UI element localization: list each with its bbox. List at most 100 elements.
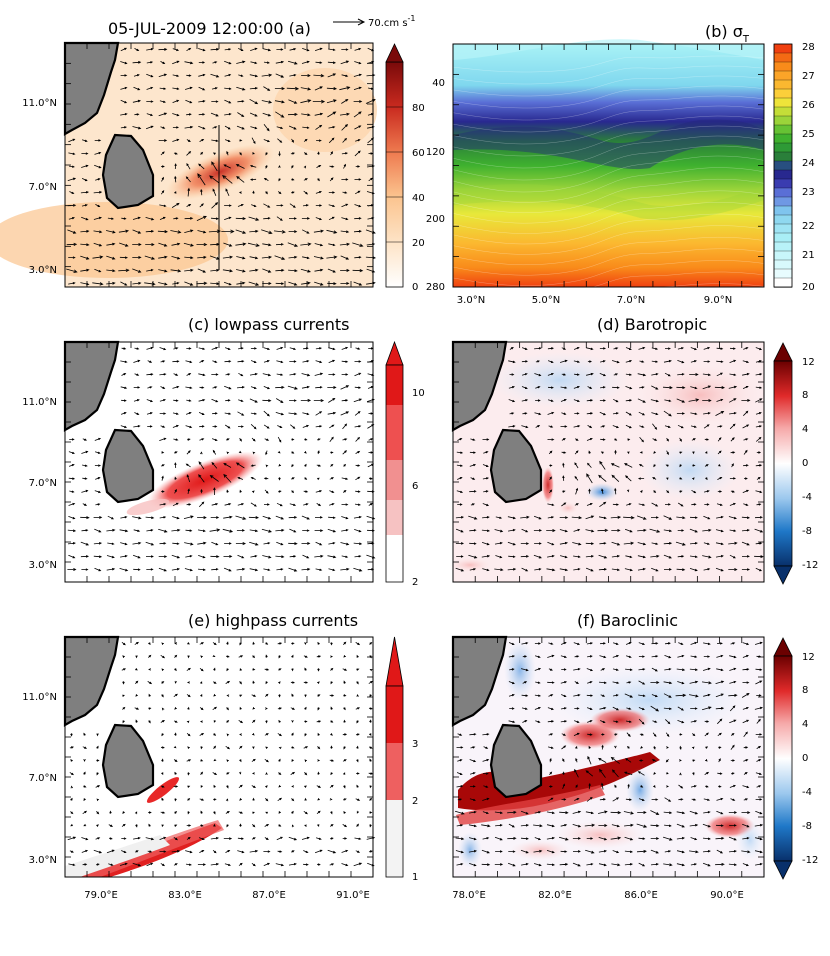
velocity-vector	[676, 516, 686, 520]
velocity-vector	[198, 373, 206, 377]
velocity-vector	[481, 542, 490, 546]
velocity-vector	[469, 568, 477, 571]
velocity-vector	[291, 451, 295, 454]
velocity-vector	[237, 554, 245, 559]
velocity-vector	[612, 503, 620, 506]
velocity-vector	[741, 399, 751, 402]
velocity-vector	[210, 217, 219, 220]
velocity-vector	[639, 733, 645, 736]
velocity-vector	[263, 360, 270, 363]
velocity-vector	[198, 113, 206, 116]
velocity-vector	[278, 463, 282, 467]
velocity-vector	[521, 425, 529, 429]
velocity-vector	[313, 74, 325, 78]
velocity-vector	[702, 837, 711, 840]
velocity-vector	[120, 412, 127, 415]
velocity-vector	[239, 733, 243, 736]
velocity-vector	[278, 178, 281, 182]
velocity-vector	[301, 567, 311, 571]
velocity-vector	[572, 542, 582, 546]
velocity-vector	[197, 516, 207, 520]
velocity-vector	[275, 412, 285, 416]
velocity-vector	[185, 463, 191, 468]
velocity-vector	[171, 528, 181, 532]
velocity-vector	[342, 772, 346, 776]
velocity-vector	[238, 191, 242, 194]
velocity-vector	[172, 74, 180, 77]
velocity-vector	[638, 694, 646, 697]
velocity-vector	[612, 706, 620, 711]
velocity-vector	[276, 204, 284, 207]
velocity-vector	[533, 824, 543, 828]
velocity-vector	[717, 437, 722, 442]
velocity-vector	[199, 501, 205, 508]
velocity-vector	[638, 668, 646, 671]
velocity-vector	[81, 204, 88, 207]
velocity-vector	[68, 554, 76, 559]
velocity-vector	[213, 811, 216, 815]
velocity-vector	[356, 720, 359, 724]
velocity-vector	[509, 347, 514, 350]
velocity-vector	[509, 412, 515, 415]
velocity-vector	[600, 668, 606, 671]
velocity-vector	[626, 489, 630, 493]
colorbar-f-tick-12: 12	[802, 652, 815, 663]
velocity-vector	[186, 503, 192, 506]
velocity-vector	[599, 373, 607, 377]
velocity-vector	[172, 516, 180, 520]
velocity-vector	[704, 732, 709, 737]
panel-e-small-jet	[146, 777, 180, 803]
velocity-vector	[317, 151, 320, 155]
velocity-vector	[301, 74, 311, 78]
velocity-vector	[716, 797, 724, 801]
velocity-vector	[263, 386, 271, 390]
velocity-vector	[264, 824, 270, 827]
velocity-vector	[548, 733, 554, 736]
velocity-vector	[343, 654, 347, 658]
velocity-vector	[317, 863, 321, 866]
panel-d-vectors	[455, 346, 764, 572]
velocity-vector	[81, 529, 89, 532]
velocity-vector	[317, 759, 321, 762]
velocity-vector	[302, 48, 310, 52]
velocity-vector	[573, 528, 581, 532]
velocity-vector	[690, 347, 698, 351]
velocity-vector	[210, 268, 220, 272]
velocity-vector	[210, 836, 220, 840]
velocity-vector	[238, 771, 242, 775]
velocity-vector	[252, 680, 255, 684]
velocity-vector	[291, 759, 294, 763]
velocity-vector	[174, 824, 178, 827]
velocity-vector	[703, 412, 711, 415]
velocity-vector	[507, 810, 517, 814]
velocity-vector	[107, 217, 115, 220]
velocity-vector	[303, 165, 307, 169]
velocity-vector	[731, 772, 735, 775]
velocity-vector	[548, 450, 553, 455]
velocity-vector	[601, 733, 605, 736]
velocity-vector	[756, 718, 761, 724]
velocity-vector	[210, 47, 220, 51]
velocity-vector	[68, 152, 76, 155]
velocity-vector	[534, 373, 542, 377]
velocity-vector	[353, 111, 362, 118]
velocity-vector	[520, 837, 529, 840]
velocity-vector	[742, 642, 750, 646]
velocity-vector	[586, 694, 594, 697]
velocity-vector	[470, 477, 476, 480]
velocity-vector	[342, 824, 348, 828]
velocity-vector	[715, 680, 725, 684]
velocity-vector	[623, 811, 634, 815]
panel-f-vectors	[454, 641, 764, 867]
velocity-vector	[729, 705, 736, 712]
velocity-vector	[122, 681, 125, 685]
velocity-vector	[613, 398, 619, 403]
velocity-vector	[251, 490, 255, 494]
velocity-vector	[585, 515, 595, 520]
velocity-vector	[689, 528, 698, 533]
velocity-vector	[742, 719, 750, 724]
velocity-vector	[587, 720, 593, 723]
velocity-vector	[665, 771, 669, 775]
velocity-vector	[120, 86, 128, 90]
velocity-vector	[184, 125, 194, 129]
